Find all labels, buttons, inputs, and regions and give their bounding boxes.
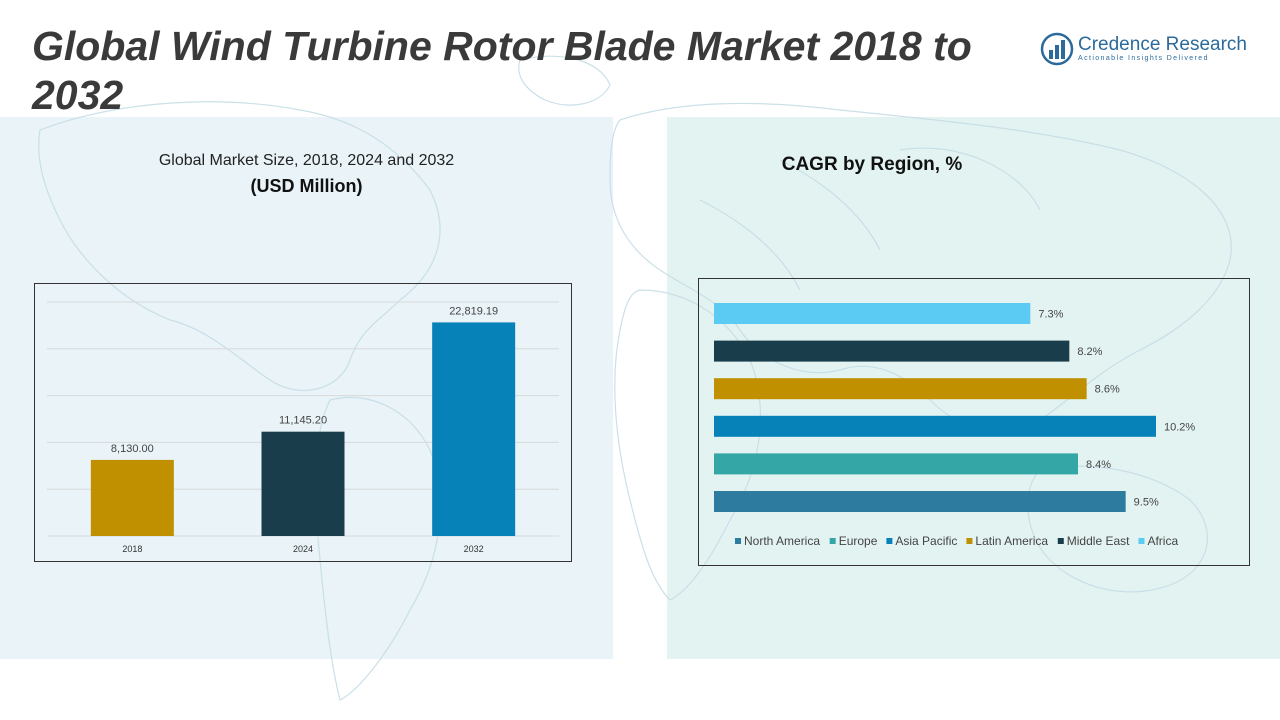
bar-africa: [714, 303, 1031, 324]
bar-2024: [261, 431, 345, 536]
bar-value-label: 8,130.00: [111, 443, 154, 455]
bar-value-label: 11,145.20: [279, 415, 327, 427]
bar-value-label: 22,819.19: [449, 305, 498, 317]
bar-2018: [90, 459, 174, 536]
market-size-chart: 8,130.00 2018 11,145.20 2024 22,819.19 2032: [34, 283, 572, 562]
bar-value-label: 9.5%: [1134, 497, 1159, 509]
market-size-unit: (USD Million): [250, 176, 363, 196]
legend-label: Europe: [839, 534, 878, 548]
cagr-title: CAGR by Region, %: [781, 154, 963, 175]
legend-swatch: [886, 538, 893, 544]
legend-swatch: [966, 538, 973, 544]
bar-2032: [432, 322, 516, 536]
legend-label: Africa: [1147, 534, 1178, 548]
legend-swatch: [1057, 538, 1064, 544]
bar-north-america: [714, 491, 1126, 512]
market-size-bar-chart: 8,130.00 2018 11,145.20 2024 22,819.19 2032: [47, 301, 559, 554]
cagr-chart: 7.3% 8.2% 8.6% 10.2% 8.4% 9.5% North America Eu…: [698, 278, 1250, 566]
bar-value-label: 7.3%: [1038, 309, 1063, 321]
legend-label: North America: [744, 534, 820, 548]
legend-swatch: [829, 538, 836, 544]
legend-label: Middle East: [1067, 534, 1130, 548]
bar-value-label: 8.4%: [1086, 459, 1111, 471]
bar-middle-east: [714, 340, 1070, 362]
x-tick-label: 2024: [293, 544, 313, 554]
logo-tagline: Actionable Insights Delivered: [1078, 55, 1209, 62]
legend-label: Asia Pacific: [895, 534, 957, 548]
bar-value-label: 8.2%: [1077, 346, 1102, 358]
credence-research-logo: Credence Research Actionable Insights De…: [1040, 32, 1260, 72]
legend-label: Latin America: [975, 534, 1048, 548]
cagr-bar-chart: 7.3% 8.2% 8.6% 10.2% 8.4% 9.5% North America Eu…: [714, 303, 1195, 548]
bar-europe: [714, 453, 1078, 475]
legend-swatch: [735, 538, 741, 544]
logo-name: Credence Research: [1078, 34, 1247, 55]
bar-value-label: 10.2%: [1164, 421, 1195, 433]
x-tick-label: 2032: [464, 544, 484, 554]
market-size-subtitle: Global Market Size, 2018, 2024 and 2032: [158, 152, 455, 169]
page-title: Global Wind Turbine Rotor Blade Market 2…: [32, 23, 972, 118]
bar-value-label: 8.6%: [1095, 384, 1120, 396]
x-tick-label: 2018: [122, 544, 142, 554]
bar-latin-america: [714, 378, 1087, 400]
bar-asia-pacific: [714, 415, 1156, 437]
legend-swatch: [1138, 538, 1145, 544]
logo-mark-icon: [1040, 32, 1074, 66]
